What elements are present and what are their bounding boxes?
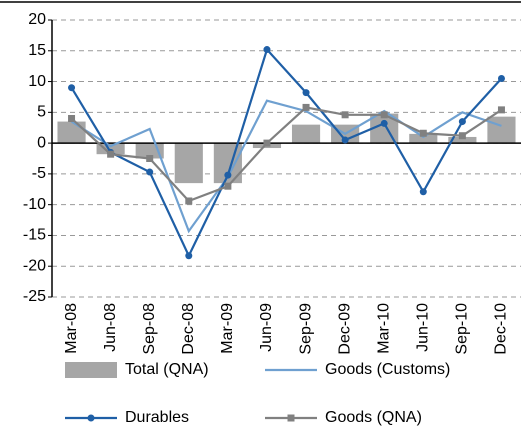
line — [70, 106, 503, 203]
legend-swatch — [65, 362, 117, 378]
bar — [174, 143, 203, 184]
y-tick-label: -5 — [32, 165, 46, 182]
x-tick-label: Jun-09 — [258, 303, 275, 352]
marker — [380, 111, 388, 119]
legend-marker — [87, 414, 95, 422]
x-tick-label: Sep-08 — [141, 303, 158, 355]
y-tick-label: 15 — [28, 42, 46, 59]
marker — [458, 118, 466, 126]
legend-label: Total (QNA) — [125, 361, 209, 378]
y-tick-label: -10 — [23, 196, 46, 213]
y-tick-label: -15 — [23, 227, 46, 244]
marker — [146, 155, 154, 162]
marker — [224, 182, 232, 190]
x-tick-label: Mar-08 — [63, 303, 80, 354]
bar — [57, 121, 86, 144]
marker — [302, 103, 310, 111]
marker — [341, 111, 349, 119]
marker — [341, 136, 349, 144]
marker — [146, 168, 154, 176]
bar — [291, 124, 321, 144]
marker — [458, 132, 466, 140]
marker — [68, 84, 76, 92]
legend-marker — [287, 414, 295, 422]
y-tick-label: 10 — [28, 73, 46, 90]
line — [70, 47, 503, 259]
marker — [497, 106, 505, 114]
legend-label: Goods (Customs) — [325, 361, 450, 378]
y-tick-label: -20 — [23, 257, 46, 274]
legend-label: Goods (QNA) — [325, 409, 422, 426]
marker — [224, 171, 232, 179]
marker — [419, 188, 427, 196]
x-tick-label: Mar-09 — [219, 303, 236, 354]
marker — [68, 114, 76, 122]
x-tick-label: Dec-08 — [180, 303, 197, 355]
marker — [185, 252, 193, 260]
x-tick-label: Jun-08 — [102, 303, 119, 352]
marker — [302, 89, 310, 97]
y-tick-label: 20 — [28, 11, 46, 28]
x-tick-label: Jun-10 — [415, 303, 432, 352]
marker — [263, 46, 271, 54]
bar — [409, 133, 438, 144]
marker — [419, 129, 427, 137]
x-tick-label: Mar-10 — [375, 303, 392, 354]
x-tick-label: Sep-10 — [454, 303, 471, 355]
x-tick-label: Sep-09 — [297, 303, 314, 355]
bar — [487, 116, 516, 144]
y-tick-label: 0 — [37, 134, 46, 151]
bar — [96, 143, 125, 155]
marker — [263, 139, 271, 147]
marker — [185, 197, 193, 205]
y-tick-label: -25 — [23, 288, 46, 305]
y-tick-label: 5 — [37, 104, 46, 121]
legend-label: Durables — [125, 409, 189, 426]
marker — [380, 119, 388, 127]
x-tick-label: Dec-10 — [493, 303, 510, 355]
bar — [448, 136, 477, 144]
marker — [107, 150, 115, 158]
x-tick-label: Dec-09 — [336, 303, 353, 355]
marker — [497, 74, 505, 82]
